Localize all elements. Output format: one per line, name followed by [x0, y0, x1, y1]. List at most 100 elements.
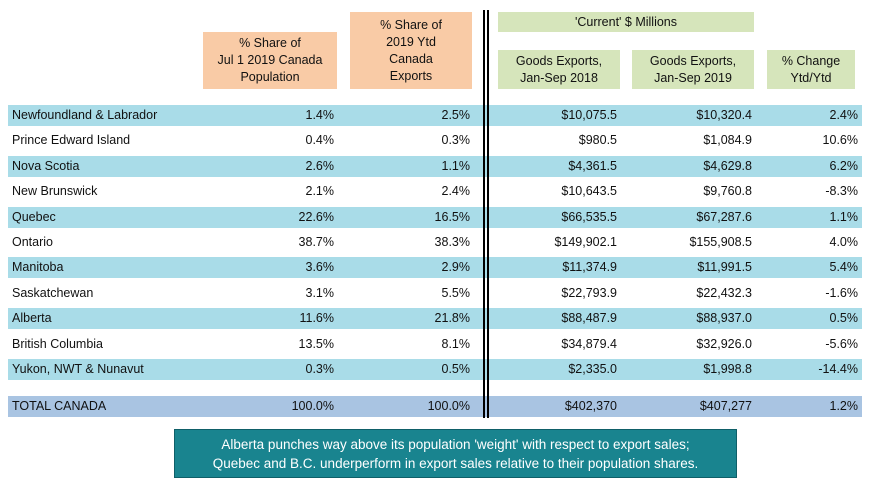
cell-chg: -14.4% — [818, 362, 858, 376]
annotation-note-line2: Quebec and B.C. underperform in export s… — [212, 455, 699, 471]
cell-pop: 38.7% — [298, 235, 334, 249]
row-name: Quebec — [12, 210, 56, 224]
cell-y2019: $22,432.3 — [696, 286, 752, 300]
annotation-note: Alberta punches way above its population… — [174, 429, 737, 478]
cell-y2018: $88,487.9 — [561, 311, 617, 325]
cell-exp: 100.0% — [427, 399, 470, 413]
cell-exp: 8.1% — [441, 337, 471, 351]
cell-pop: 1.4% — [305, 108, 335, 122]
cell-y2019: $11,991.5 — [697, 260, 752, 274]
cell-exp: 16.5% — [434, 210, 470, 224]
cell-y2019: $10,320.4 — [696, 108, 752, 122]
cell-pop: 22.6% — [298, 210, 334, 224]
cell-chg: 6.2% — [829, 159, 859, 173]
header-exports-2018-line2: Jan-Sep 2018 — [520, 70, 598, 85]
row-name: British Columbia — [12, 337, 104, 351]
cell-y2019: $407,277 — [699, 399, 752, 413]
cell-y2018: $34,879.4 — [561, 337, 617, 351]
table-row: Saskatchewan 3.1% 5.5% $22,793.9 $22,432.3 -1… — [8, 283, 862, 304]
cell-y2018: $2,335.0 — [568, 362, 617, 376]
table-row: Ontario 38.7% 38.3% $149,902.1 $155,908.5 4.0… — [8, 232, 862, 253]
cell-exp: 2.5% — [441, 108, 471, 122]
cell-y2018: $4,361.5 — [568, 159, 617, 173]
cell-y2018: $402,370 — [564, 399, 617, 413]
cell-y2018: $149,902.1 — [554, 235, 617, 249]
header-pop-share: % Share of Jul 1 2019 Canada Population — [203, 32, 337, 89]
header-exports-2019-line2: Jan-Sep 2019 — [654, 70, 732, 85]
row-name: Yukon, NWT & Nunavut — [12, 362, 144, 376]
annotation-note-line1: Alberta punches way above its population… — [221, 436, 690, 452]
cell-y2018: $11,374.9 — [562, 260, 617, 274]
cell-exp: 0.5% — [441, 362, 471, 376]
row-name: Ontario — [12, 235, 53, 249]
column-separator-right — [487, 10, 489, 418]
cell-chg: 0.5% — [829, 311, 859, 325]
table-row: Nova Scotia 2.6% 1.1% $4,361.5 $4,629.8 6.2% — [8, 156, 862, 177]
cell-pop: 0.3% — [305, 362, 335, 376]
cell-pop: 2.6% — [305, 159, 335, 173]
header-exp-share: % Share of 2019 Ytd Canada Exports — [350, 12, 472, 89]
cell-exp: 2.9% — [441, 260, 471, 274]
cell-y2018: $22,793.9 — [561, 286, 617, 300]
cell-pop: 100.0% — [291, 399, 334, 413]
row-name: Prince Edward Island — [12, 133, 131, 147]
cell-y2018: $10,075.5 — [561, 108, 617, 122]
cell-y2018: $66,535.5 — [561, 210, 617, 224]
cell-y2018: $10,643.5 — [561, 184, 617, 198]
row-name: Nova Scotia — [12, 159, 80, 173]
row-name: Manitoba — [12, 260, 64, 274]
cell-pop: 2.1% — [305, 184, 335, 198]
header-pop-share-line1: % Share of — [239, 36, 301, 50]
header-pct-change-line2: Ytd/Ytd — [790, 70, 832, 85]
cell-y2019: $32,926.0 — [696, 337, 752, 351]
header-current-millions-text: 'Current' $ Millions — [574, 14, 678, 29]
cell-exp: 1.1% — [441, 159, 471, 173]
cell-y2019: $4,629.8 — [703, 159, 752, 173]
header-exp-share-line4: Exports — [389, 68, 433, 83]
cell-chg: 2.4% — [829, 108, 859, 122]
header-pop-share-line2: Jul 1 2019 Canada — [217, 53, 323, 67]
header-exports-2019-line1: Goods Exports, — [649, 53, 737, 68]
table-row: Alberta 11.6% 21.8% $88,487.9 $88,937.0 0.5% — [8, 308, 862, 329]
table-row: Prince Edward Island 0.4% 0.3% $980.5 $1,084… — [8, 130, 862, 151]
cell-exp: 0.3% — [441, 133, 471, 147]
cell-exp: 2.4% — [441, 184, 471, 198]
cell-pop: 3.6% — [305, 260, 335, 274]
cell-exp: 21.8% — [434, 311, 470, 325]
cell-y2019: $1,084.9 — [703, 133, 752, 147]
header-current-millions: 'Current' $ Millions — [498, 12, 754, 32]
table-row: Quebec 22.6% 16.5% $66,535.5 $67,287.6 1.1% — [8, 207, 862, 228]
cell-pop: 11.6% — [299, 311, 334, 325]
cell-y2019: $88,937.0 — [696, 311, 752, 325]
table-row: New Brunswick 2.1% 2.4% $10,643.5 $9,760.8 -8… — [8, 181, 862, 202]
cell-pop: 0.4% — [305, 133, 335, 147]
cell-y2019: $155,908.5 — [689, 235, 752, 249]
total-row: TOTAL CANADA 100.0% 100.0% $402,370 $407,277… — [8, 396, 862, 417]
cell-chg: 1.2% — [829, 399, 859, 413]
cell-pop: 3.1% — [305, 286, 335, 300]
header-exp-share-line1: % Share of — [380, 17, 442, 32]
cell-y2018: $980.5 — [578, 133, 617, 147]
header-exp-share-line2: 2019 Ytd — [386, 34, 436, 49]
column-separator-left — [483, 10, 485, 418]
table-row: Newfoundland & Labrador 1.4% 2.5% $10,075.5… — [8, 105, 862, 126]
cell-chg: -5.6% — [825, 337, 858, 351]
header-exports-2018-line1: Goods Exports, — [515, 53, 603, 68]
header-exp-share-line3: Canada — [389, 51, 433, 66]
table-row: British Columbia 13.5% 8.1% $34,879.4 $32,92… — [8, 334, 862, 355]
cell-exp: 38.3% — [434, 235, 470, 249]
row-name: Saskatchewan — [12, 286, 94, 300]
cell-chg: -8.3% — [825, 184, 858, 198]
table-row: Manitoba 3.6% 2.9% $11,374.9 $11,991.5 5.4% — [8, 257, 862, 278]
cell-chg: 5.4% — [829, 260, 859, 274]
cell-y2019: $9,760.8 — [703, 184, 752, 198]
cell-y2019: $1,998.8 — [703, 362, 752, 376]
header-pct-change-line1: % Change — [781, 53, 841, 68]
cell-pop: 13.5% — [298, 337, 334, 351]
row-name: Newfoundland & Labrador — [12, 108, 158, 122]
cell-exp: 5.5% — [441, 286, 471, 300]
cell-chg: 1.1% — [829, 210, 859, 224]
header-pct-change: % Change Ytd/Ytd — [767, 50, 855, 89]
cell-chg: 4.0% — [829, 235, 859, 249]
row-name: New Brunswick — [12, 184, 98, 198]
